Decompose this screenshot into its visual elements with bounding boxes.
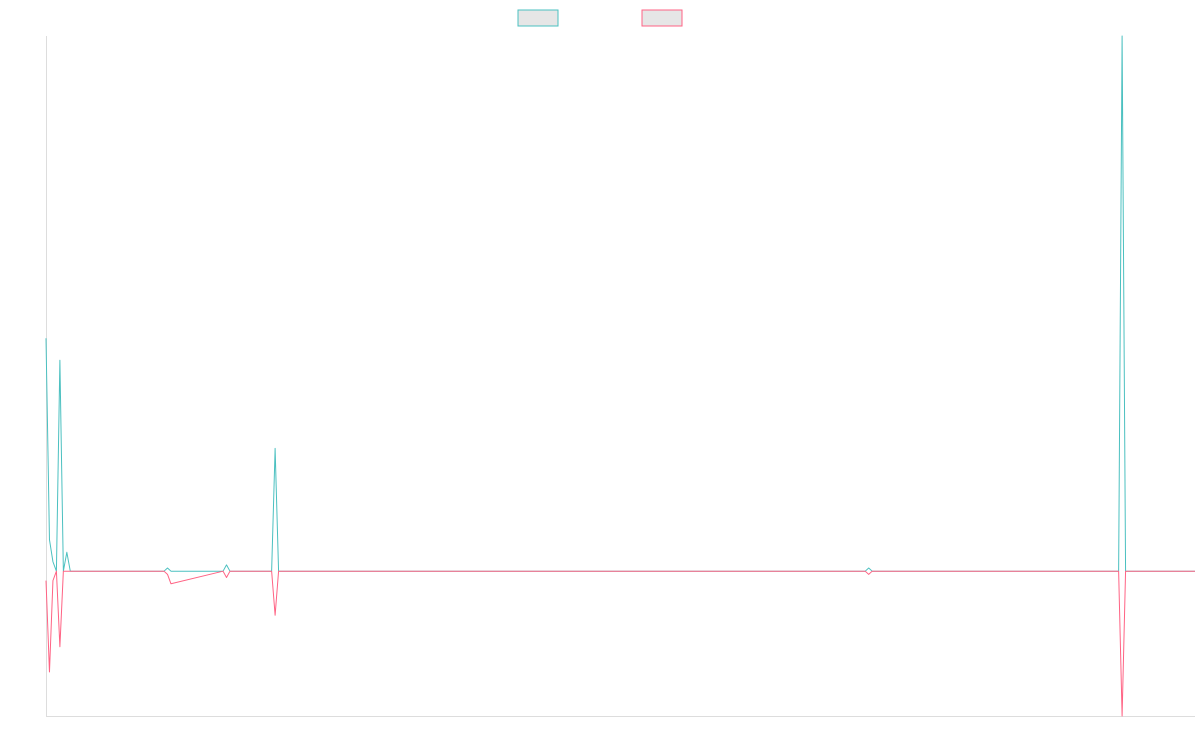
legend-swatch-2[interactable]: [641, 9, 683, 27]
series-lines: [45, 35, 1195, 717]
axes: [46, 36, 1195, 717]
legend-swatch-1[interactable]: [517, 9, 559, 27]
series-line-2: [45, 570, 1195, 717]
series-line-1: [45, 35, 1195, 572]
legend: [517, 9, 683, 27]
